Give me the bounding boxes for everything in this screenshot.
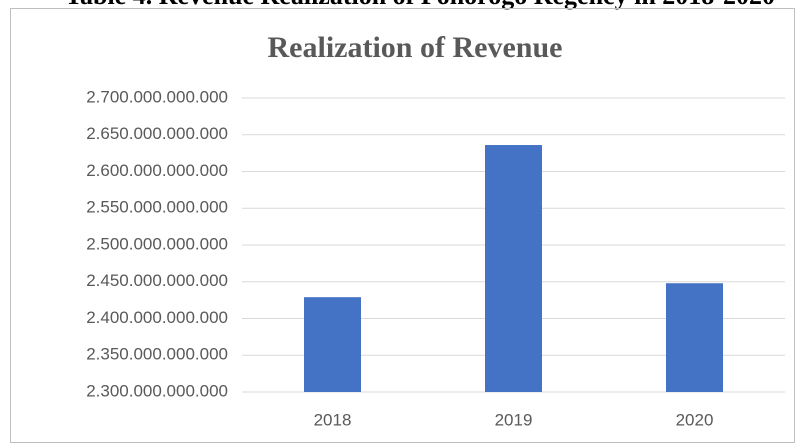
x-tick-label: 2018 [314,410,352,429]
y-tick-label: 2.550.000.000.000 [86,198,228,217]
bar [666,283,723,392]
y-tick-label: 2.600.000.000.000 [86,161,228,180]
y-tick-label: 2.300.000.000.000 [86,381,228,400]
bar [304,297,361,392]
y-tick-label: 2.700.000.000.000 [86,87,228,106]
y-tick-label: 2.350.000.000.000 [86,345,228,364]
y-tick-label: 2.400.000.000.000 [86,308,228,327]
y-tick-label: 2.450.000.000.000 [86,271,228,290]
x-tick-label: 2020 [676,410,714,429]
caption: Table 4. Revenue Realization of Ponorogo… [65,0,775,10]
bar [485,145,542,392]
chart-frame [10,8,795,443]
x-tick-label: 2019 [495,410,533,429]
y-tick-label: 2.650.000.000.000 [86,124,228,143]
y-tick-label: 2.500.000.000.000 [86,234,228,253]
chart-title: Realization of Revenue [268,31,563,64]
